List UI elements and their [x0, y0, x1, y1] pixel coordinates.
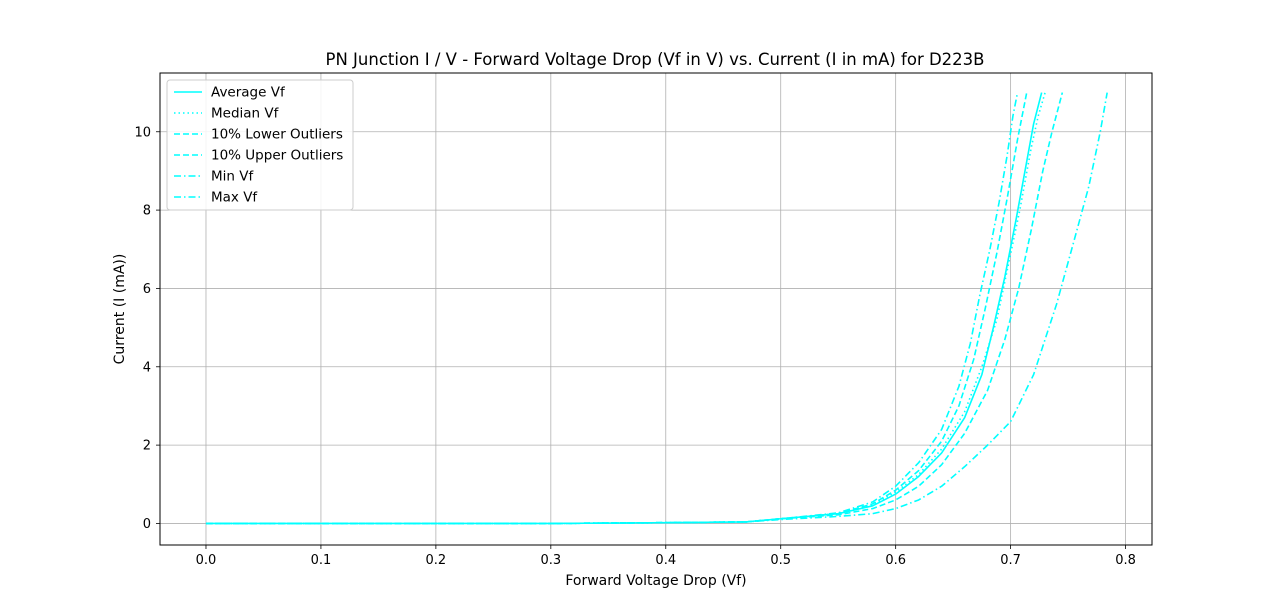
x-tick-label: 0.6: [885, 553, 906, 568]
legend-label: Average Vf: [211, 85, 286, 101]
legend-label: 10% Upper Outliers: [211, 148, 343, 164]
x-axis-ticks: 0.0 0.1 0.2 0.3 0.4 0.5 0.6 0.7 0.8: [196, 545, 1136, 568]
y-tick-label: 6: [143, 282, 151, 297]
legend-label: Max Vf: [211, 190, 258, 206]
legend-entries: Average Vf Median Vf 10% Lower Outliers 10%…: [174, 85, 343, 206]
grid: [160, 73, 1152, 545]
x-tick-label: 0.2: [426, 553, 447, 568]
x-tick-label: 0.3: [540, 553, 561, 568]
x-tick-label: 0.7: [1000, 553, 1021, 568]
legend-box: [166, 79, 354, 211]
legend-label: Median Vf: [211, 106, 280, 122]
x-tick-label: 0.8: [1115, 553, 1136, 568]
legend-label: 10% Lower Outliers: [211, 127, 343, 143]
x-tick-label: 0.1: [311, 553, 332, 568]
x-tick-label: 0.0: [196, 553, 217, 568]
x-axis-label: Forward Voltage Drop (Vf): [565, 573, 746, 589]
y-axis-ticks: 0 2 4 6 8 10: [134, 125, 160, 532]
series-layer: [205, 92, 1108, 525]
legend: Average Vf Median Vf 10% Lower Outliers 10%…: [166, 79, 354, 211]
y-tick-label: 10: [134, 125, 151, 140]
y-axis-label: Current (I (mA)): [112, 254, 128, 365]
series-line-max-vf: [205, 92, 1108, 525]
x-tick-label: 0.5: [770, 553, 791, 568]
chart-title: PN Junction I / V - Forward Voltage Drop…: [326, 50, 985, 69]
y-tick-label: 4: [143, 360, 151, 375]
x-tick-label: 0.4: [655, 553, 676, 568]
y-tick-label: 2: [143, 439, 151, 454]
plot-frame: [159, 72, 1153, 546]
y-tick-label: 0: [143, 517, 151, 532]
legend-label: Min Vf: [211, 169, 254, 185]
y-tick-label: 8: [143, 204, 151, 219]
